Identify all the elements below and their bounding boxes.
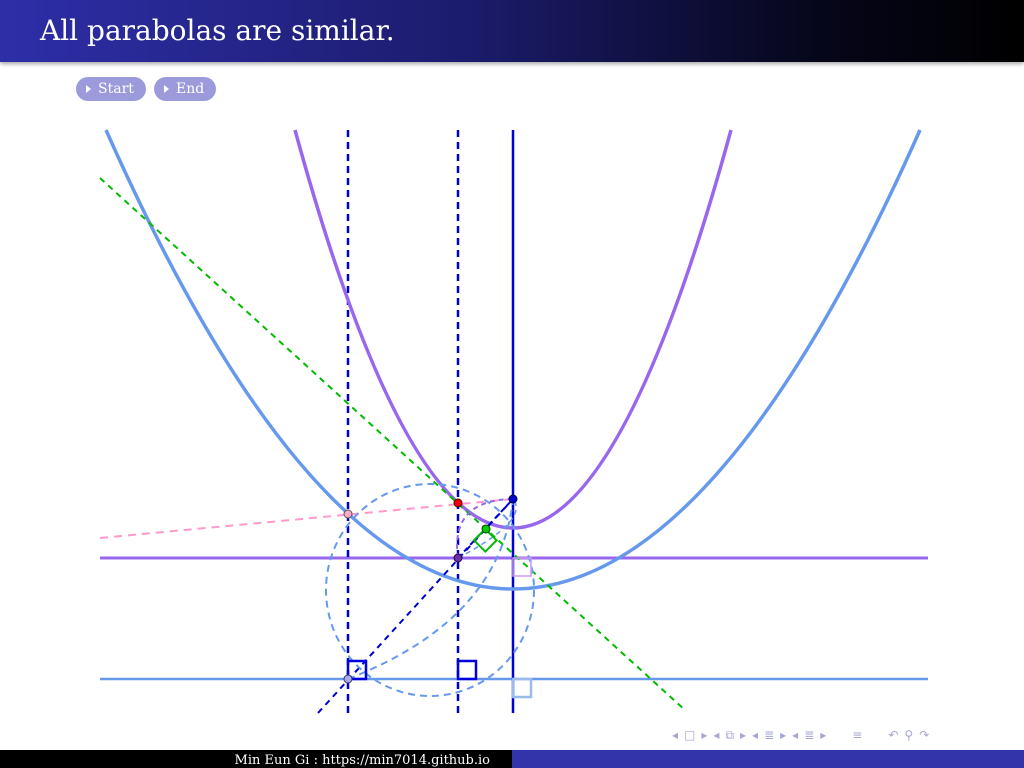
section-icon[interactable]: ≣ [764,728,775,742]
start-button-label: Start [98,81,134,97]
play-icon [164,85,169,93]
point-focus [508,494,518,504]
dashed-circle-large [325,483,535,697]
right-angle-marker-axis [511,677,533,699]
triangle-left-icon[interactable]: ◂ [713,728,720,742]
point-purple [453,553,463,563]
point-red [453,498,463,508]
pink-ray [99,498,514,539]
dashed-arc-small [456,498,514,559]
slide-title: All parabolas are similar. [40,14,395,47]
triangle-right-icon[interactable]: ▸ [820,728,827,742]
end-button-label: End [176,81,205,97]
large-parabola [104,129,922,591]
dashed-arc-connector [347,498,514,680]
point-green [481,524,491,534]
start-button[interactable]: Start [76,77,146,101]
triangle-left-icon[interactable]: ◂ [752,728,759,742]
footer-right-band [512,750,1024,768]
end-button[interactable]: End [154,77,217,101]
small-parabola [293,129,733,530]
back-icon[interactable]: ↶ [888,728,899,742]
title-bar: All parabolas are similar. [0,0,1024,62]
toc-icon[interactable]: ≣ [804,728,815,742]
subsection-icon[interactable]: ⧉ [725,727,735,742]
dashed-arc-right [457,498,517,559]
frame-icon[interactable]: □ [684,728,696,742]
right-angle-marker-left [346,659,368,681]
triangle-left-icon[interactable]: ◂ [792,728,799,742]
navigation-bar: ◂ □ ▸ ◂ ⧉ ▸ ◂ ≣ ▸ ◂ ≣ ▸ ≡ ↶ ⚲ ↷ [672,727,1024,743]
tangent-line [99,177,687,712]
triangle-right-icon[interactable]: ▸ [780,728,787,742]
footer-author: Min Eun Gi : https://min7014.github.io [0,750,512,768]
triangle-left-icon[interactable]: ◂ [672,728,679,742]
play-icon [86,85,91,93]
align-icon[interactable]: ≡ [852,728,863,742]
point-pink [343,509,353,519]
parabola-figure [99,129,928,714]
footer: Min Eun Gi : https://min7014.github.io [0,750,1024,768]
right-angle-marker-purple [512,557,532,577]
triangle-right-icon[interactable]: ▸ [701,728,708,742]
point-lavender [343,674,353,684]
right-angle-marker-middle [456,659,478,681]
right-angle-marker-tangent [472,527,499,554]
triangle-right-icon[interactable]: ▸ [740,728,747,742]
forward-icon[interactable]: ↷ [919,728,930,742]
search-icon[interactable]: ⚲ [904,728,914,742]
